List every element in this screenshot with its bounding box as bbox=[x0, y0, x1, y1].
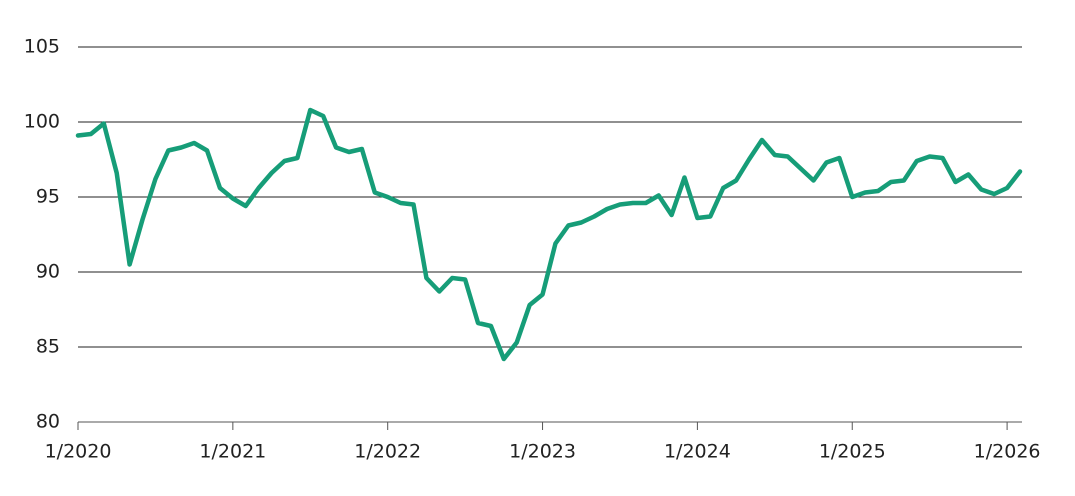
x-tick-label: 1/2021 bbox=[199, 441, 266, 463]
x-tick-label: 1/2024 bbox=[664, 441, 731, 463]
x-tick-label: 1/2023 bbox=[509, 441, 576, 463]
y-tick-label: 95 bbox=[36, 186, 60, 208]
x-tick-label: 1/2026 bbox=[974, 441, 1041, 463]
x-tick-label: 1/2020 bbox=[45, 441, 112, 463]
x-tick-label: 1/2022 bbox=[354, 441, 421, 463]
y-tick-label: 105 bbox=[24, 36, 60, 58]
y-tick-label: 100 bbox=[24, 111, 60, 133]
y-tick-label: 90 bbox=[36, 261, 60, 283]
x-tick-label: 1/2025 bbox=[819, 441, 886, 463]
line-series bbox=[75, 107, 1023, 362]
y-tick-label: 80 bbox=[36, 411, 60, 433]
y-tick-label: 85 bbox=[36, 336, 60, 358]
